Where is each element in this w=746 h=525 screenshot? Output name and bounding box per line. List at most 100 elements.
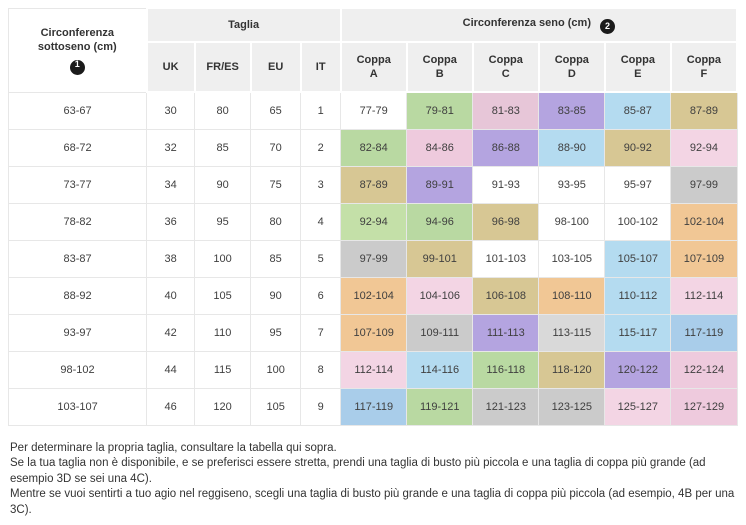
cup-cell: 88-90 — [538, 128, 606, 167]
size-cell: 100 — [250, 350, 302, 389]
size-cell: 95 — [250, 313, 302, 352]
table-row: 98-102 44 115 100 8 112-114 114-116 116-118 118-… — [7, 350, 738, 389]
size-cell: 38 — [146, 239, 196, 278]
cup-cell: 86-88 — [472, 128, 540, 167]
sub-header-row: UK FR/ES EU IT Coppa A Coppa B Coppa C C… — [9, 41, 739, 93]
cup-cell: 110-112 — [604, 276, 672, 315]
cup-cell: 103-105 — [538, 239, 606, 278]
table-row: 103-107 46 120 105 9 117-119 119-121 121-123 123… — [7, 387, 738, 426]
size-cell: 30 — [146, 91, 196, 130]
size-cell: 5 — [300, 239, 342, 278]
cup-cell: 127-129 — [670, 387, 738, 426]
size-cell: 1 — [300, 91, 342, 130]
table-row: 88-92 40 105 90 6 102-104 104-106 106-108 108-11… — [7, 276, 738, 315]
table-row: 73-77 34 90 75 3 87-89 89-91 91-93 93-95 95-97 97-… — [7, 165, 738, 204]
cup-cell: 108-110 — [538, 276, 606, 315]
size-cell: 9 — [300, 387, 342, 426]
table-row: 63-67 30 80 65 1 77-79 79-81 81-83 83-85 85-87 87-… — [7, 91, 738, 130]
size-cell: 105 — [250, 387, 302, 426]
bust-group-header: Circonferenza seno (cm) 2 — [339, 7, 739, 43]
cup-cell: 112-114 — [670, 276, 738, 315]
column-header-coppa-a: Coppa A — [339, 41, 408, 93]
size-cell: 36 — [146, 202, 196, 241]
cup-cell: 97-99 — [340, 239, 408, 278]
table-row: 78-82 36 95 80 4 92-94 94-96 96-98 98-100 100-102… — [7, 202, 738, 241]
cup-cell: 125-127 — [604, 387, 672, 426]
size-cell: 95 — [194, 202, 252, 241]
column-header-coppa-e: Coppa E — [603, 41, 672, 93]
cup-cell: 113-115 — [538, 313, 606, 352]
underbust-cell: 78-82 — [7, 202, 148, 241]
size-cell: 100 — [194, 239, 252, 278]
table-row: 83-87 38 100 85 5 97-99 99-101 101-103 103-105 10… — [7, 239, 738, 278]
column-header-coppa-d: Coppa D — [537, 41, 606, 93]
table-header: Circonferenza sottoseno (cm) 1 Taglia Ci… — [7, 7, 739, 93]
cup-cell: 112-114 — [340, 350, 408, 389]
size-cell: 34 — [146, 165, 196, 204]
underbust-cell: 88-92 — [7, 276, 148, 315]
size-cell: 44 — [146, 350, 196, 389]
size-cell: 85 — [194, 128, 252, 167]
table-row: 93-97 42 110 95 7 107-109 109-111 111-113 113-11… — [7, 313, 738, 352]
size-cell: 75 — [250, 165, 302, 204]
size-chart-table: Circonferenza sottoseno (cm) 1 Taglia Ci… — [7, 7, 739, 426]
cup-cell: 87-89 — [340, 165, 408, 204]
size-cell: 90 — [194, 165, 252, 204]
size-cell: 65 — [250, 91, 302, 130]
size-cell: 8 — [300, 350, 342, 389]
underbust-cell: 93-97 — [7, 313, 148, 352]
size-cell: 40 — [146, 276, 196, 315]
cup-cell: 104-106 — [406, 276, 474, 315]
size-cell: 46 — [146, 387, 196, 426]
group-header-row: Circonferenza sottoseno (cm) 1 Taglia Ci… — [7, 7, 739, 93]
cup-cell: 99-101 — [406, 239, 474, 278]
taglia-group-header: Taglia — [145, 7, 342, 43]
column-header-coppa-b: Coppa B — [405, 41, 474, 93]
column-header-fres: FR/ES — [193, 41, 252, 93]
cup-cell: 111-113 — [472, 313, 540, 352]
cup-cell: 122-124 — [670, 350, 738, 389]
footer-note-2: Se la tua taglia non è disponibile, e se… — [10, 457, 706, 485]
cup-cell: 123-125 — [538, 387, 606, 426]
size-cell: 105 — [194, 276, 252, 315]
cup-cell: 118-120 — [538, 350, 606, 389]
cup-cell: 79-81 — [406, 91, 474, 130]
cup-cell: 95-97 — [604, 165, 672, 204]
cup-cell: 102-104 — [340, 276, 408, 315]
size-table-body: 63-67 30 80 65 1 77-79 79-81 81-83 83-85 85-87 87-… — [7, 91, 738, 426]
underbust-cell: 83-87 — [7, 239, 148, 278]
size-cell: 3 — [300, 165, 342, 204]
cup-cell: 81-83 — [472, 91, 540, 130]
cup-cell: 117-119 — [670, 313, 738, 352]
cup-cell: 83-85 — [538, 91, 606, 130]
underbust-cell: 68-72 — [7, 128, 148, 167]
size-cell: 85 — [250, 239, 302, 278]
size-cell: 7 — [300, 313, 342, 352]
marker-1-badge: 1 — [69, 59, 85, 75]
cup-cell: 119-121 — [406, 387, 474, 426]
cup-cell: 91-93 — [472, 165, 540, 204]
cup-cell: 97-99 — [670, 165, 738, 204]
size-cell: 110 — [194, 313, 252, 352]
size-cell: 120 — [194, 387, 252, 426]
cup-cell: 98-100 — [538, 202, 606, 241]
marker-2-badge: 2 — [600, 18, 616, 34]
size-cell: 42 — [146, 313, 196, 352]
cup-cell: 93-95 — [538, 165, 606, 204]
cup-cell: 115-117 — [604, 313, 672, 352]
column-header-coppa-f: Coppa F — [669, 41, 739, 93]
cup-cell: 92-94 — [670, 128, 738, 167]
cup-cell: 89-91 — [406, 165, 474, 204]
cup-cell: 92-94 — [340, 202, 408, 241]
cup-cell: 96-98 — [472, 202, 540, 241]
size-cell: 32 — [146, 128, 196, 167]
footer-note-1: Per determinare la propria taglia, consu… — [10, 441, 337, 454]
size-cell: 90 — [250, 276, 302, 315]
column-header-it: IT — [299, 41, 342, 93]
size-cell: 4 — [300, 202, 342, 241]
footer-note-3: Mentre se vuoi sentirti a tuo agio nel r… — [10, 488, 735, 516]
table-row: 68-72 32 85 70 2 82-84 84-86 86-88 88-90 90-92 92-… — [7, 128, 738, 167]
underbust-cell: 103-107 — [7, 387, 148, 426]
underbust-cell: 98-102 — [7, 350, 148, 389]
